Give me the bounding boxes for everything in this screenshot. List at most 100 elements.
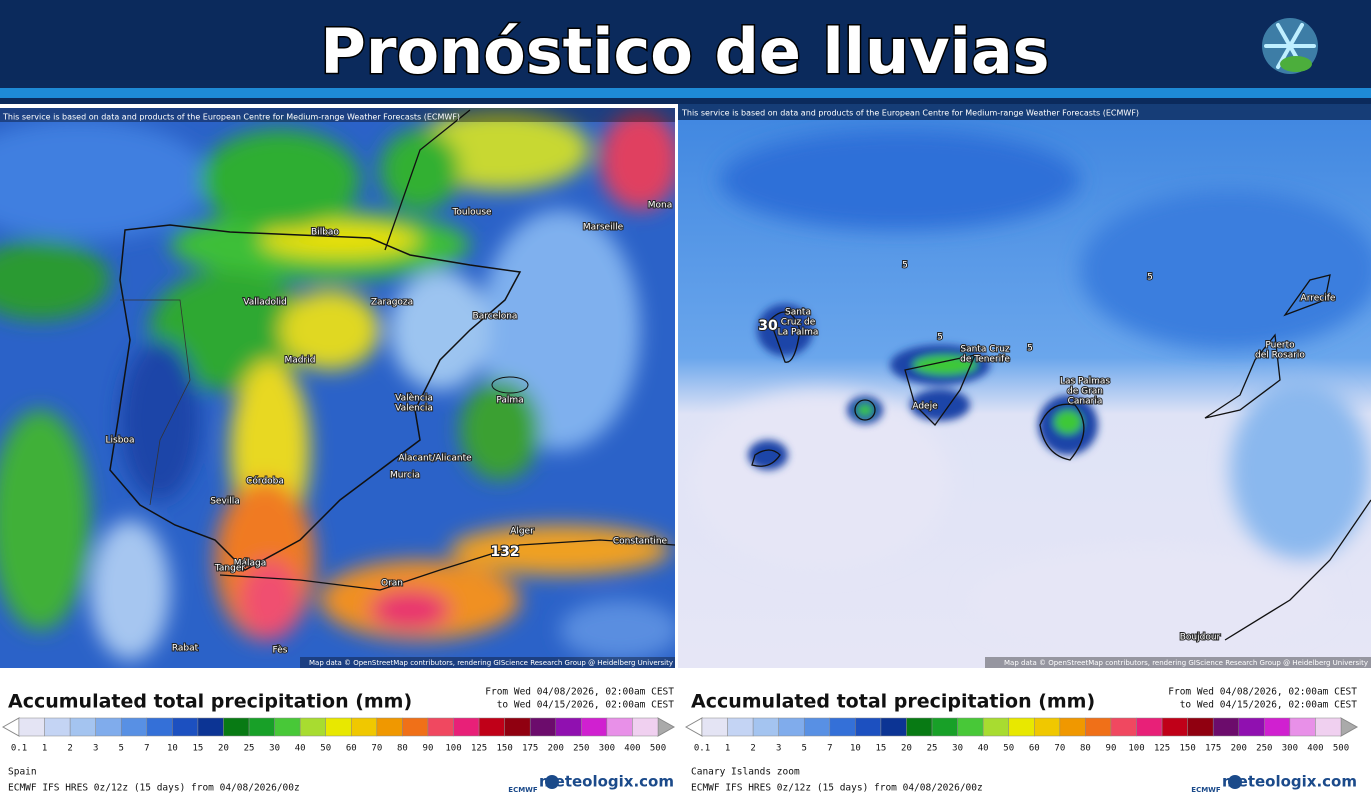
scale-swatch: [957, 717, 984, 737]
map-label: Palma: [496, 396, 523, 406]
map-label: Alacant/Alicante: [398, 454, 472, 464]
map-label: 5: [902, 261, 908, 271]
date-to: to Wed 04/15/2026, 02:00am CEST: [1180, 700, 1358, 711]
scale-swatch: [529, 717, 557, 737]
scale-swatch: [1264, 717, 1291, 737]
header-bar: [0, 0, 1371, 88]
map-label: Adeje: [912, 402, 938, 412]
map-label: Alger: [510, 527, 534, 537]
map-label: Valencia: [395, 404, 433, 414]
legend-title: Accumulated total precipitation (mm): [691, 691, 1095, 713]
scale-swatch: [752, 717, 779, 737]
scale-tick: 500: [1333, 744, 1349, 754]
scale-tick: 30: [952, 744, 963, 754]
map-label: Constantine: [613, 537, 668, 547]
scale-tick: 200: [548, 744, 564, 754]
map-label: de Gran: [1067, 387, 1103, 397]
scale-swatch: [855, 717, 882, 737]
scale-tick: 0.1: [11, 744, 27, 754]
map-label: 5: [937, 333, 943, 343]
map-label: Marseille: [583, 223, 624, 233]
scale-arrow: [657, 717, 676, 737]
scale-swatch: [376, 717, 403, 737]
scale-tick: 250: [573, 744, 589, 754]
scale-swatch: [1085, 717, 1112, 737]
attribution: Map data © OpenStreetMap contributors, r…: [1004, 659, 1368, 667]
scale-swatch: [248, 717, 275, 737]
scale-swatch: [274, 717, 301, 737]
scale-tick: 175: [522, 744, 538, 754]
scale-swatch: [982, 717, 1009, 737]
map-label: Las Palmas: [1060, 377, 1110, 387]
scale-swatch: [778, 717, 805, 737]
map-label: La Palma: [778, 328, 819, 338]
scale-tick: 300: [1282, 744, 1298, 754]
scale-tick: 40: [295, 744, 306, 754]
scale-tick: 2: [67, 744, 72, 754]
map-label: Mona: [648, 201, 673, 211]
scale-tick: 5: [119, 744, 124, 754]
scale-arrow: [1, 717, 20, 737]
map-label: Toulouse: [451, 208, 492, 218]
scale-tick: 30: [269, 744, 280, 754]
map-label: Lisboa: [106, 436, 135, 446]
logo: [1262, 18, 1318, 74]
scale-tick: 250: [1256, 744, 1272, 754]
map-label: Rabat: [172, 644, 199, 654]
map-label: Málaga: [234, 559, 267, 569]
date-from: From Wed 04/08/2026, 02:00am CEST: [485, 687, 674, 698]
notice: This service is based on data and produc…: [681, 109, 1139, 118]
map-canary: [678, 104, 1371, 668]
map-label: 5: [1147, 273, 1153, 283]
brand: meteologix.com: [1222, 773, 1357, 791]
scale-swatch: [555, 717, 582, 737]
scale-swatch: [18, 717, 45, 737]
scale-swatch: [1008, 717, 1035, 737]
scale-tick: 400: [624, 744, 640, 754]
ecmwf-logo: ECMWF: [508, 786, 538, 794]
scale-swatch: [581, 717, 608, 737]
map-label: Barcelona: [473, 312, 518, 322]
scale-tick: 3: [776, 744, 781, 754]
map-label: 30: [758, 318, 778, 334]
scale-tick: 25: [244, 744, 255, 754]
map-label: Santa: [785, 308, 811, 318]
scale-tick: 20: [218, 744, 229, 754]
scale-tick: 100: [445, 744, 461, 754]
map-label: València: [395, 393, 433, 404]
scale-swatch: [1289, 717, 1316, 737]
scale-swatch: [606, 717, 633, 737]
scale-swatch: [632, 717, 659, 737]
scale-swatch: [803, 717, 831, 737]
scale-tick: 40: [978, 744, 989, 754]
scale-tick: 1: [42, 744, 47, 754]
scale-tick: 2: [750, 744, 755, 754]
model-run: ECMWF IFS HRES 0z/12z (15 days) from 04/…: [8, 783, 300, 794]
scale-swatch: [1136, 717, 1163, 737]
map-label: Cruz de: [781, 318, 816, 328]
scale-swatch: [931, 717, 958, 737]
scale-tick: 3: [93, 744, 98, 754]
model-run: ECMWF IFS HRES 0z/12z (15 days) from 04/…: [691, 783, 983, 794]
header-stripe: [0, 88, 1371, 98]
scale-swatch: [325, 717, 352, 737]
scale-tick: 100: [1128, 744, 1144, 754]
map-label: Boujdour: [1180, 633, 1221, 643]
scale-swatch: [402, 717, 429, 737]
scale-tick: 80: [1080, 744, 1091, 754]
region: Canary Islands zoom: [691, 767, 800, 778]
scale-swatch: [69, 717, 96, 737]
scale-tick: 125: [1154, 744, 1170, 754]
scale-swatch: [223, 717, 250, 737]
scale-tick: 10: [850, 744, 861, 754]
scale-tick: 200: [1231, 744, 1247, 754]
scale-swatch: [1238, 717, 1265, 737]
scale-swatch: [299, 717, 326, 737]
map-label: 132: [490, 544, 519, 560]
scale-arrow: [1340, 717, 1359, 737]
map-label: Arrecife: [1301, 294, 1336, 304]
ecmwf-logo: ECMWF: [1191, 786, 1221, 794]
scale-swatch: [1212, 717, 1240, 737]
scale-tick: 90: [423, 744, 434, 754]
